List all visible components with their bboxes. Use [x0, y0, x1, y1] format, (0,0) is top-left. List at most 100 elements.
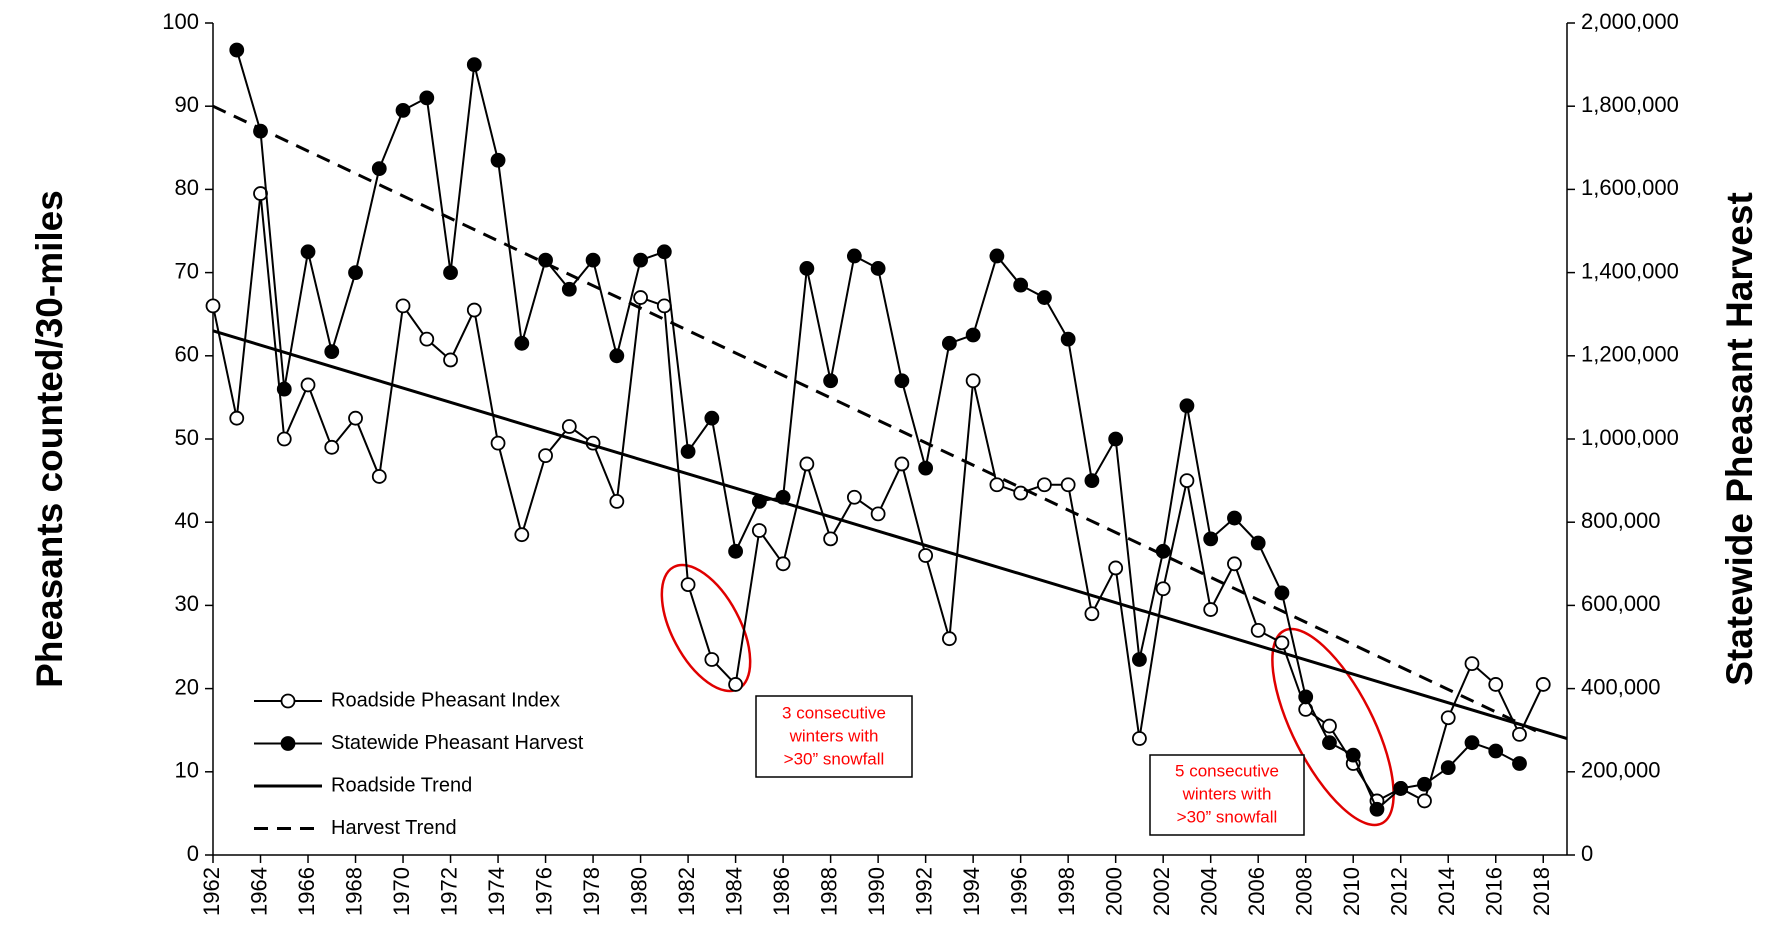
- y-tick-label: 50: [175, 425, 199, 450]
- y2-tick-label: 400,000: [1581, 674, 1661, 699]
- data-point: [823, 373, 839, 389]
- y2-tick-label: 600,000: [1581, 591, 1661, 616]
- data-point: [490, 152, 506, 168]
- y2-axis-title: Statewide Pheasant Harvest: [1719, 192, 1760, 686]
- trend-line: [212, 329, 1568, 740]
- data-point: [823, 531, 839, 547]
- x-tick-label: 2018: [1529, 867, 1554, 916]
- y2-tick-label: 2,000,000: [1581, 9, 1679, 34]
- data-point: [1417, 793, 1432, 809]
- data-point: [1393, 781, 1409, 796]
- data-point: [799, 261, 815, 276]
- data-point: [941, 335, 957, 351]
- x-tick-label: 2016: [1482, 867, 1507, 916]
- data-point: [1369, 801, 1385, 817]
- data-point: [1322, 718, 1337, 734]
- y-tick-label: 0: [187, 841, 199, 866]
- data-point: [1203, 602, 1219, 617]
- y-tick-label: 30: [175, 591, 199, 616]
- x-tick-label: 1998: [1054, 867, 1079, 916]
- data-point: [443, 265, 458, 281]
- data-point: [1440, 710, 1456, 726]
- data-point: [1440, 760, 1456, 776]
- data-point: [680, 444, 696, 459]
- x-tick-label: 1992: [911, 867, 936, 916]
- data-point: [1179, 398, 1195, 414]
- data-point: [1488, 677, 1504, 692]
- x-tick-label: 2014: [1434, 867, 1459, 916]
- x-tick-label: 1970: [389, 867, 414, 916]
- data-point: [1084, 606, 1100, 622]
- data-point: [1274, 585, 1290, 601]
- annotation-box: [755, 695, 913, 778]
- data-point: [1155, 581, 1171, 597]
- data-point: [1274, 635, 1290, 651]
- data-point: [443, 352, 458, 368]
- data-point: [894, 373, 910, 389]
- data-point: [609, 348, 625, 364]
- data-point: [965, 373, 981, 389]
- data-point: [229, 42, 245, 58]
- data-point: [918, 548, 934, 563]
- data-point: [1037, 477, 1052, 493]
- legend-marker: [280, 693, 296, 709]
- y2-tick-label: 800,000: [1581, 508, 1661, 533]
- annotation-text: 3 consecutive: [782, 703, 886, 722]
- data-point: [775, 556, 791, 572]
- data-point: [989, 477, 1005, 493]
- data-point: [1060, 331, 1076, 347]
- annotation-text: 5 consecutive: [1175, 761, 1279, 780]
- y-tick-label: 80: [175, 175, 199, 200]
- data-point: [514, 335, 530, 351]
- data-point: [941, 631, 957, 647]
- y2-tick-label: 1,200,000: [1581, 342, 1679, 367]
- data-point: [276, 381, 292, 397]
- data-point: [1227, 556, 1242, 572]
- data-point: [1464, 656, 1480, 672]
- x-tick-label: 1988: [816, 867, 841, 916]
- x-tick-label: 2008: [1292, 867, 1317, 916]
- y-tick-label: 90: [175, 92, 199, 117]
- x-tick-label: 1994: [959, 867, 984, 916]
- x-tick-label: 1972: [436, 867, 461, 916]
- x-tick-label: 1976: [531, 867, 556, 916]
- legend-marker: [280, 736, 296, 751]
- x-tick-label: 1982: [674, 867, 699, 916]
- data-point: [205, 298, 221, 314]
- x-tick-label: 2012: [1387, 867, 1412, 916]
- y2-tick-label: 1,400,000: [1581, 258, 1679, 283]
- data-point: [1417, 776, 1432, 792]
- y-axis-title: Pheasants counted/30-miles: [29, 190, 70, 688]
- data-point: [419, 90, 435, 106]
- data-point: [728, 543, 743, 559]
- data-point: [728, 677, 743, 692]
- data-point: [1488, 743, 1504, 759]
- x-tick-label: 1978: [579, 867, 604, 916]
- data-point: [276, 431, 292, 447]
- y2-tick-label: 200,000: [1581, 758, 1661, 783]
- data-point: [1084, 473, 1100, 489]
- data-point: [1179, 473, 1195, 489]
- data-point: [846, 489, 862, 505]
- data-point: [1108, 431, 1124, 447]
- data-point: [348, 265, 363, 281]
- x-tick-label: 2006: [1244, 867, 1269, 916]
- data-point: [799, 456, 815, 472]
- data-point: [989, 248, 1005, 264]
- data-point: [1132, 731, 1147, 746]
- legend-label: Roadside Pheasant Index: [331, 689, 560, 711]
- data-point: [680, 577, 696, 592]
- data-point: [1013, 277, 1029, 293]
- data-point: [1060, 477, 1076, 493]
- data-point: [324, 344, 340, 360]
- data-point: [751, 523, 767, 538]
- x-tick-label: 1964: [246, 867, 271, 916]
- data-point: [466, 57, 482, 72]
- x-tick-label: 2000: [1101, 867, 1126, 916]
- highlight-ellipse: [1271, 627, 1395, 827]
- annotation-text: >30” snowfall: [784, 749, 885, 768]
- data-point: [656, 244, 672, 260]
